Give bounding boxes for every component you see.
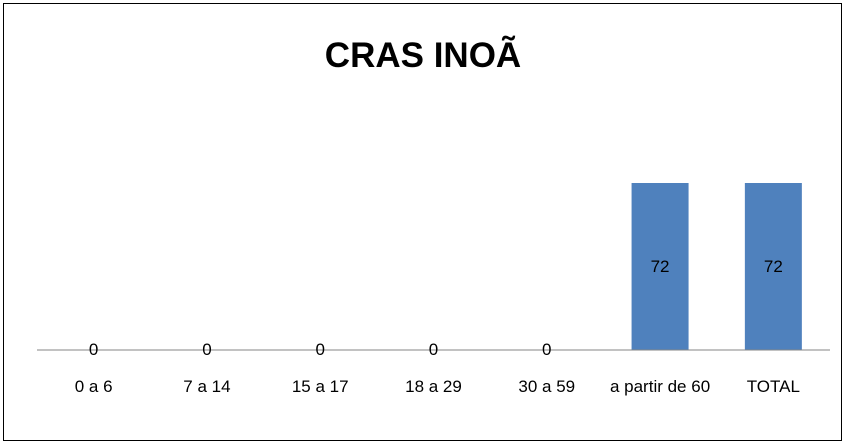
x-tick-label: a partir de 60 [609,377,711,396]
data-label: 0 [88,340,99,359]
x-tick-label: 18 a 29 [405,377,462,396]
bar [631,183,689,350]
data-label: 0 [428,340,439,359]
bar [744,183,802,350]
x-tick-label: 0 a 6 [74,377,113,396]
x-tick-label: 7 a 14 [183,377,231,396]
data-label: 0 [202,340,212,359]
data-label: 72 [650,256,670,276]
data-label: 0 [315,340,325,359]
x-tick-label: 15 a 17 [291,377,349,396]
data-label: 0 [542,340,552,359]
x-tick-label: TOTAL [746,377,800,396]
chart-border [3,3,842,441]
chart-title: CRAS INOÃ [324,36,522,75]
x-tick-label: 30 a 59 [518,377,576,396]
data-label: 72 [763,256,783,276]
